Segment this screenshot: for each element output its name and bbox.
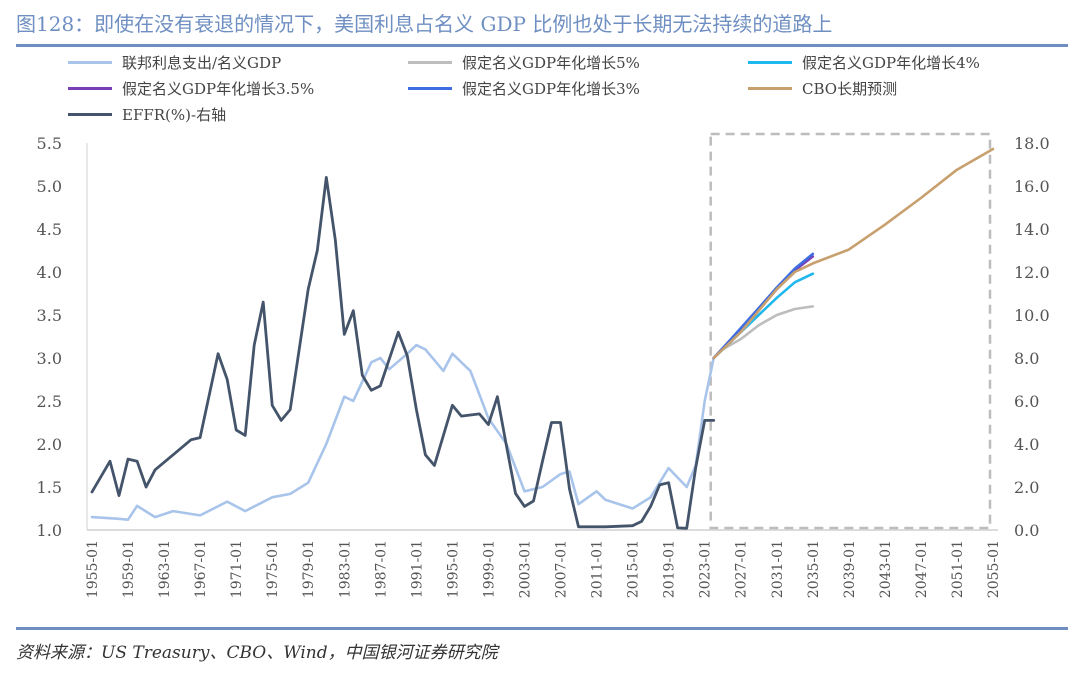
y-tick-label-right: 6.0 bbox=[1014, 392, 1039, 411]
x-tick-label: 1975-01 bbox=[265, 540, 281, 598]
x-tick-label: 1987-01 bbox=[373, 540, 389, 598]
y-tick-label-left: 2.0 bbox=[37, 435, 62, 454]
y-tick-label-left: 4.5 bbox=[37, 220, 62, 239]
x-tick-label: 2035-01 bbox=[806, 540, 822, 598]
y-tick-label-left: 3.0 bbox=[37, 349, 62, 368]
y-tick-label-right: 8.0 bbox=[1014, 349, 1039, 368]
legend-label: EFFR(%)-右轴 bbox=[122, 106, 227, 124]
legend-swatch bbox=[748, 61, 792, 64]
y-tick-label-left: 1.0 bbox=[37, 521, 62, 540]
legend-swatch bbox=[68, 87, 112, 90]
x-tick-label: 1999-01 bbox=[481, 540, 497, 598]
x-tick-label: 1963-01 bbox=[157, 540, 173, 598]
chart-title: 图128：即使在没有衰退的情况下，美国利息占名义 GDP 比例也处于长期无法持续… bbox=[16, 12, 833, 36]
legend-item: 联邦利息支出/名义GDP bbox=[68, 52, 281, 73]
x-tick-label: 1979-01 bbox=[301, 540, 317, 598]
y-tick-label-right: 14.0 bbox=[1014, 220, 1050, 239]
legend-label: CBO长期预测 bbox=[802, 80, 898, 98]
legend-label: 假定名义GDP年化增长5% bbox=[462, 54, 640, 72]
legend-item: 假定名义GDP年化增长5% bbox=[408, 52, 640, 73]
x-tick-label: 1995-01 bbox=[445, 540, 461, 598]
y-tick-label-right: 16.0 bbox=[1014, 177, 1050, 196]
projection-box bbox=[709, 132, 992, 530]
y-tick-label-left: 2.5 bbox=[37, 392, 62, 411]
y-tick-label-right: 18.0 bbox=[1014, 134, 1050, 153]
y-tick-label-left: 3.5 bbox=[37, 306, 62, 325]
source-divider bbox=[16, 627, 1068, 630]
x-tick-label: 1967-01 bbox=[193, 540, 209, 598]
y-tick-label-left: 5.0 bbox=[37, 177, 62, 196]
y-tick-label-right: 12.0 bbox=[1014, 263, 1050, 282]
x-tick-label: 2011-01 bbox=[590, 540, 606, 598]
legend-label: 联邦利息支出/名义GDP bbox=[122, 54, 282, 72]
y-tick-label-right: 4.0 bbox=[1014, 435, 1039, 454]
source-note: 资料来源：US Treasury、CBO、Wind，中国银河证券研究院 bbox=[16, 643, 498, 663]
series-line-4 bbox=[712, 252, 815, 360]
x-tick-label: 1955-01 bbox=[85, 540, 101, 598]
x-tick-label: 2003-01 bbox=[517, 540, 533, 598]
series-line-6 bbox=[90, 175, 716, 530]
y-tick-label-left: 4.0 bbox=[37, 263, 62, 282]
legend-swatch bbox=[408, 61, 452, 64]
legend-label: 假定名义GDP年化增长3% bbox=[462, 80, 640, 98]
legend-swatch bbox=[68, 61, 112, 64]
y-tick-label-right: 10.0 bbox=[1014, 306, 1050, 325]
y-tick-label-right: 2.0 bbox=[1014, 478, 1039, 497]
x-tick-label: 2007-01 bbox=[554, 540, 570, 598]
legend-label: 假定名义GDP年化增长4% bbox=[802, 54, 980, 72]
x-tick-label: 2051-01 bbox=[950, 540, 966, 598]
legend-item: CBO长期预测 bbox=[748, 78, 897, 99]
legend-swatch bbox=[68, 113, 112, 116]
legend-item: 假定名义GDP年化增长3.5% bbox=[68, 78, 314, 99]
x-tick-label: 2019-01 bbox=[662, 540, 678, 598]
series-line-1 bbox=[712, 305, 815, 360]
y-tick-label-right: 0.0 bbox=[1014, 521, 1039, 540]
title-divider bbox=[16, 44, 1068, 47]
x-tick-label: 1983-01 bbox=[337, 540, 353, 598]
x-tick-label: 2039-01 bbox=[842, 540, 858, 598]
legend-swatch bbox=[748, 87, 792, 90]
legend-label: 假定名义GDP年化增长3.5% bbox=[122, 80, 315, 98]
x-tick-label: 2027-01 bbox=[734, 540, 750, 598]
x-tick-label: 1991-01 bbox=[409, 540, 425, 598]
x-tick-label: 2015-01 bbox=[626, 540, 642, 598]
legend-item: EFFR(%)-右轴 bbox=[68, 104, 226, 125]
legend-item: 假定名义GDP年化增长3% bbox=[408, 78, 640, 99]
legend-item: 假定名义GDP年化增长4% bbox=[748, 52, 980, 73]
x-tick-label: 1959-01 bbox=[121, 540, 137, 598]
x-tick-label: 2055-01 bbox=[986, 540, 1002, 598]
x-tick-label: 2043-01 bbox=[878, 540, 894, 598]
series-line-5 bbox=[712, 147, 995, 360]
x-tick-label: 1971-01 bbox=[229, 540, 245, 598]
y-tick-label-left: 5.5 bbox=[37, 134, 62, 153]
x-tick-label: 2047-01 bbox=[914, 540, 930, 598]
x-tick-label: 2031-01 bbox=[770, 540, 786, 598]
y-tick-label-left: 1.5 bbox=[37, 478, 62, 497]
legend-swatch bbox=[408, 87, 452, 90]
series-line-0 bbox=[90, 343, 716, 522]
x-tick-label: 2023-01 bbox=[698, 540, 714, 598]
